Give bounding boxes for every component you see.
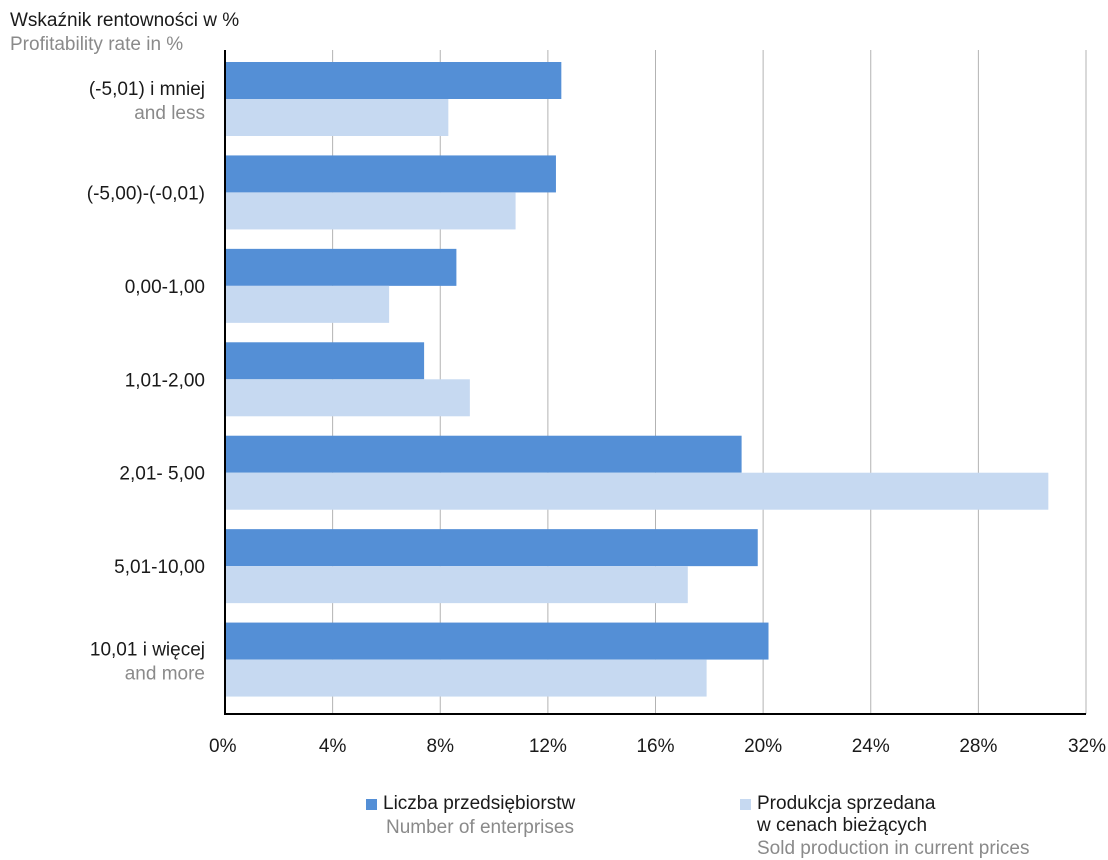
legend-label-enterprises-pl: Liczba przedsiębiorstw [383,793,576,814]
bar-series-2-3 [225,285,390,323]
bar-series-1-3 [225,248,457,286]
bar-chart: (-5,01) i mniej and less (-5,00)-(-0,01) 0,… [87,50,1106,757]
bar-series-2-7 [225,659,707,697]
axis-title-polish: Wskaźnik rentowności w % [10,10,240,31]
bar-series-2-5 [225,472,1049,510]
category-sublabel-1: and less [134,103,205,124]
category-label-2: (-5,00)-(-0,01) [87,183,205,204]
bar-series-2-4 [225,379,470,417]
category-label-6: 5,01-10,00 [114,557,205,578]
category-label-4: 1,01-2,00 [125,370,205,391]
bar-series-1-5 [225,435,742,473]
bar-series-1-6 [225,529,758,567]
bar-series-2-6 [225,566,688,604]
category-label-7: 10,01 i więcej [90,640,205,661]
x-tick-label-8: 28% [959,736,997,757]
legend-label-sold-production-pl-line1: Produkcja sprzedana [757,793,936,814]
x-tick-label-9: 32% [1068,736,1106,757]
bar-series-1-7 [225,622,769,660]
bar-series-1-4 [225,342,425,380]
legend-label-sold-production-pl-line2: w cenach bieżących [757,815,928,836]
x-tick-label-1: 0% [209,736,237,757]
category-label-1: (-5,01) i mniej [89,79,205,100]
axis-title-english: Profitability rate in % [10,34,184,55]
x-tick-label-5: 16% [636,736,674,757]
x-tick-label-7: 24% [852,736,890,757]
bar-series-1-1 [225,62,562,99]
x-tick-label-6: 20% [744,736,782,757]
category-label-3: 0,00-1,00 [125,277,205,298]
x-tick-label-3: 8% [427,736,455,757]
x-tick-label-4: 12% [529,736,567,757]
legend-swatch-sold-production [740,799,751,810]
category-label-5: 2,01- 5,00 [119,464,205,485]
bar-series-2-1 [225,99,449,136]
legend-swatch-enterprises [366,799,377,810]
legend-label-sold-production-en: Sold production in current prices [757,838,1030,859]
bar-series-2-2 [225,192,516,230]
x-tick-label-2: 4% [319,736,347,757]
category-sublabel-7: and more [125,664,205,685]
legend-label-enterprises-en: Number of enterprises [386,817,574,838]
bar-series-1-2 [225,155,556,193]
